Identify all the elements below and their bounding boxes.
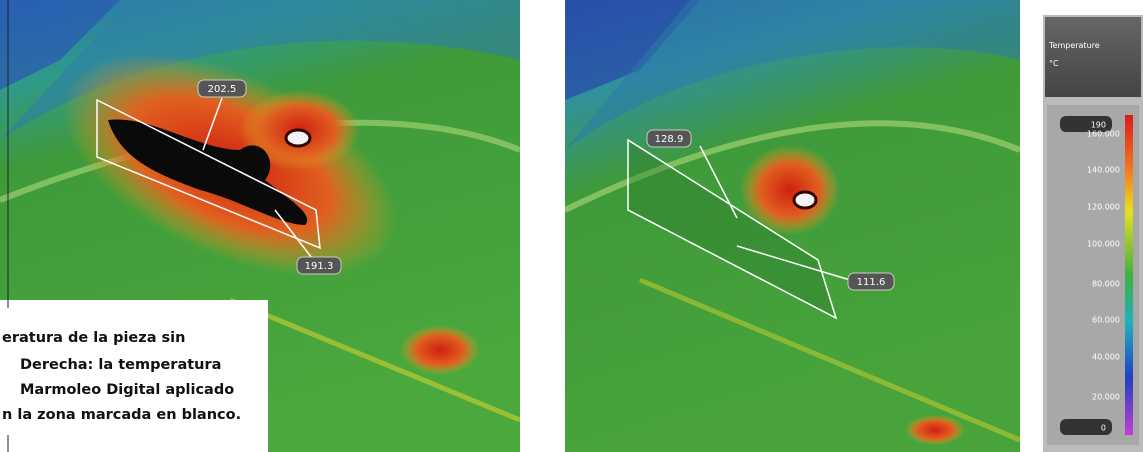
legend-tick: 40.000: [1092, 353, 1120, 362]
caption-line: n la zona marcada en blanco.: [2, 407, 241, 423]
temperature-label: 128.9: [655, 134, 684, 145]
legend-title: Temperature: [1048, 41, 1100, 50]
caption-line: Marmoleo Digital aplicado: [20, 382, 234, 398]
right-thermal-image: 128.9 111.6: [565, 0, 1020, 452]
legend-tick: 20.000: [1092, 393, 1120, 402]
caption-line: eratura de la pieza sin: [2, 330, 185, 346]
legend-unit: °C: [1049, 59, 1059, 68]
temperature-label: 191.3: [305, 261, 334, 272]
legend-min: 0: [1101, 424, 1106, 433]
legend-tick: 140.000: [1087, 166, 1120, 175]
temperature-legend: Temperature °C 190 160.000 140.000 120.0…: [1043, 15, 1143, 452]
legend-tick: 100.000: [1087, 240, 1120, 249]
legend-tick: 120.000: [1087, 203, 1120, 212]
legend-tick: 160.000: [1087, 130, 1120, 139]
temperature-label: 111.6: [857, 277, 886, 288]
caption-box: [0, 300, 268, 452]
legend-max: 190: [1091, 121, 1106, 130]
figure: 202.5 191.3 eratura de la pieza sin Dere…: [0, 0, 1143, 452]
temperature-label: 202.5: [208, 84, 237, 95]
legend-tick: 60.000: [1092, 316, 1120, 325]
caption-line: Derecha: la temperatura: [20, 357, 221, 373]
legend-tick: 80.000: [1092, 280, 1120, 289]
